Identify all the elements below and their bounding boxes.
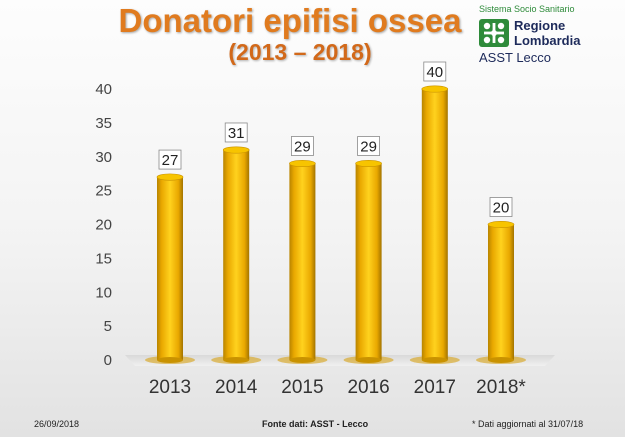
- x-tick-label: 2014: [215, 377, 258, 398]
- bar: [145, 173, 195, 364]
- logo-lombardia-text: Lombardia: [514, 33, 581, 48]
- y-tick-label: 15: [95, 250, 112, 267]
- y-tick-label: 5: [104, 318, 112, 335]
- footer-note: * Dati aggiornati al 31/07/18: [472, 419, 584, 429]
- logo-asst-text: ASST Lecco: [479, 50, 552, 65]
- data-label: 20: [489, 197, 513, 217]
- data-label-text: 27: [162, 152, 179, 169]
- x-tick-label: 2016: [347, 377, 389, 398]
- x-tick-label: 2017: [414, 377, 456, 398]
- bar: [409, 85, 460, 364]
- y-tick-label: 0: [104, 352, 112, 369]
- logo-regione-text: Regione: [514, 18, 566, 33]
- data-label: 40: [423, 61, 447, 82]
- bar: [476, 221, 526, 364]
- lombardia-rose-icon: [479, 19, 509, 47]
- data-label: 31: [224, 122, 248, 143]
- chart-subtitle: (2013 – 2018): [228, 39, 372, 65]
- logo-top-text: Sistema Socio Sanitario: [479, 4, 575, 14]
- y-tick-label: 35: [95, 115, 112, 132]
- footer-source: Fonte dati: ASST - Lecco: [262, 419, 369, 429]
- data-label-text: 29: [294, 139, 311, 156]
- y-tick-label: 40: [95, 81, 112, 98]
- chart-title: Donatori epifisi ossea: [118, 2, 462, 39]
- data-label-text: 31: [228, 125, 245, 142]
- data-label-text: 20: [493, 200, 510, 217]
- data-label: 29: [357, 136, 381, 156]
- data-label-text: 29: [360, 139, 377, 156]
- x-tick-label: 2018*: [476, 377, 526, 398]
- data-label: 29: [290, 136, 314, 156]
- bar: [343, 160, 394, 364]
- bar: [277, 160, 328, 364]
- y-tick-label: 25: [95, 183, 112, 200]
- y-tick-label: 20: [95, 217, 112, 234]
- regione-lombardia-logo: Sistema Socio Sanitario Regione Lombardi…: [477, 4, 617, 66]
- y-tick-label: 10: [95, 284, 112, 301]
- x-tick-label: 2015: [281, 377, 323, 398]
- bar: [211, 146, 262, 364]
- data-label: 27: [158, 149, 182, 170]
- footer-date: 26/09/2018: [34, 419, 80, 429]
- y-tick-label: 30: [95, 149, 112, 166]
- data-label-text: 40: [426, 64, 443, 81]
- x-tick-label: 2013: [149, 377, 191, 398]
